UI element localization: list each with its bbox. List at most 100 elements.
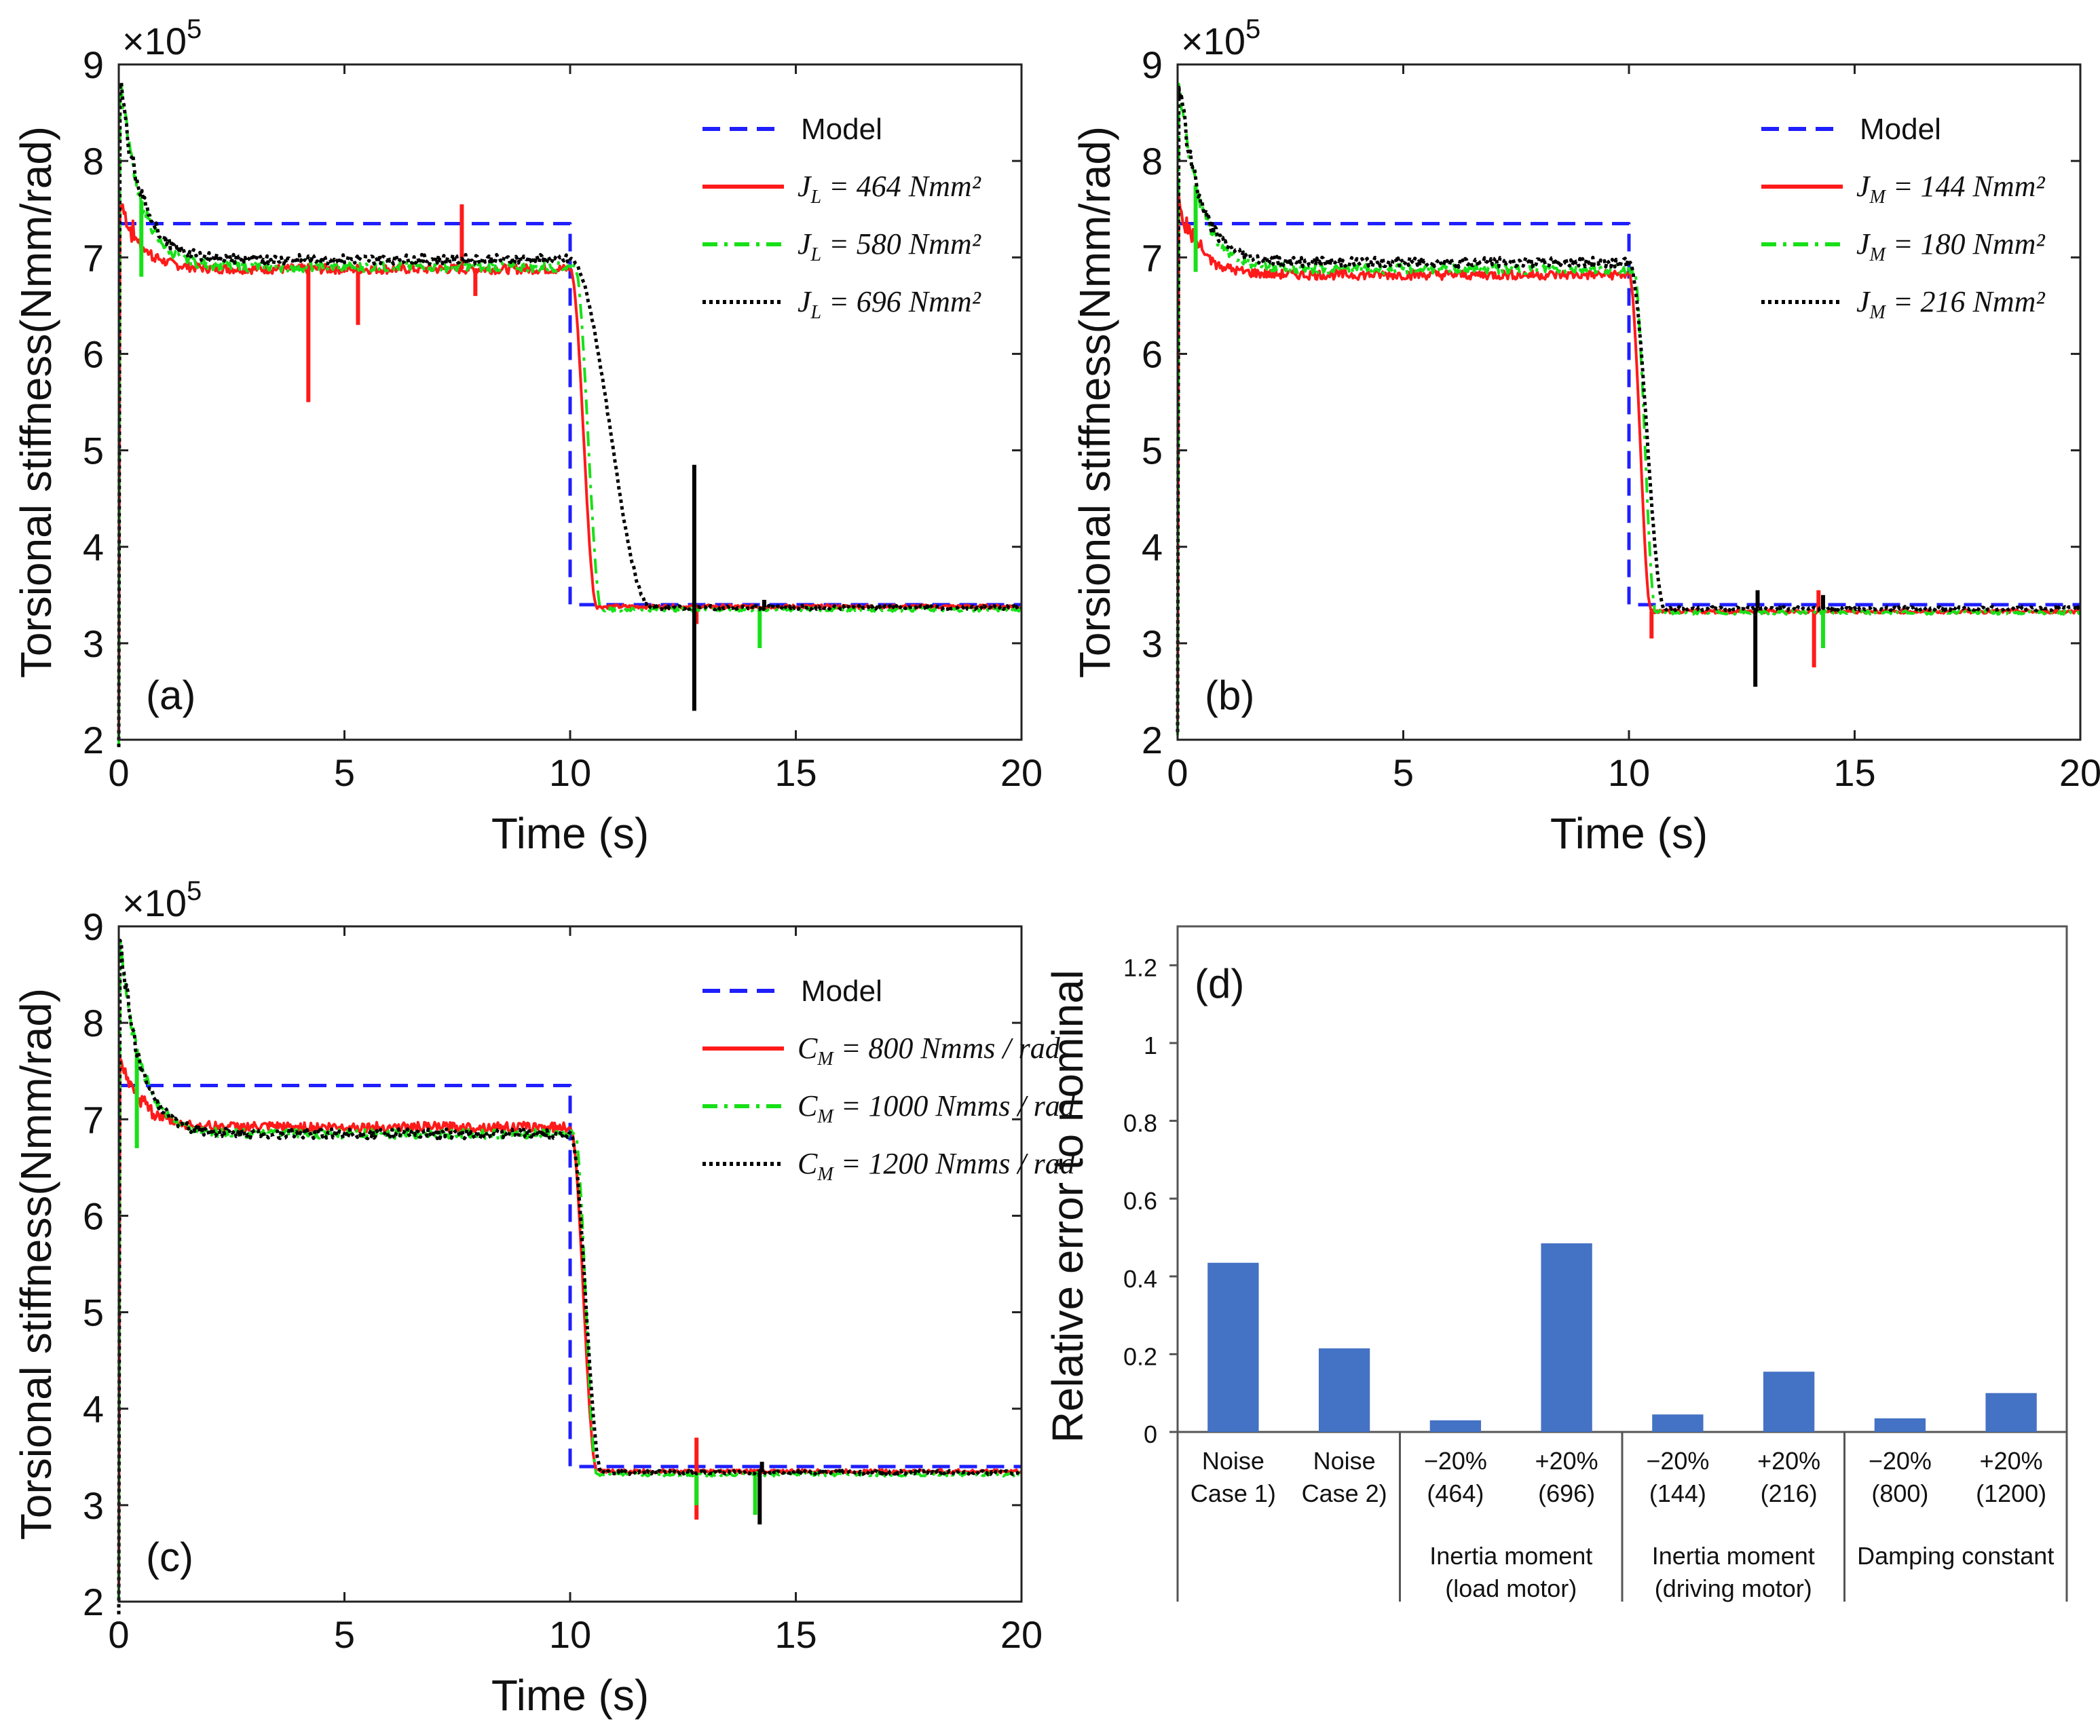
x-tick-label: 15 — [774, 751, 817, 794]
category-label: −20% — [1869, 1447, 1932, 1475]
y-tick-label: 5 — [1142, 430, 1163, 472]
legend-rest: = 580 Nmm² — [821, 227, 981, 261]
y-tick-label: 1 — [1144, 1032, 1157, 1059]
series-line-2-1 — [117, 1057, 1023, 1600]
series-line-0-2 — [117, 79, 1023, 748]
y-axis-title: Relative error to nominal — [1043, 970, 1092, 1443]
category-label: +20% — [1757, 1447, 1820, 1475]
legend-label: JL = 580 Nmm² — [798, 227, 981, 265]
y-tick-label: 4 — [1142, 526, 1163, 569]
y-tick-label: 7 — [83, 236, 104, 279]
x-tick-label: 10 — [549, 1613, 591, 1656]
y-tick-label: 8 — [83, 140, 104, 183]
legend-var: C — [798, 1089, 818, 1122]
legend-var: J — [798, 227, 812, 261]
legend-label: JL = 696 Nmm² — [798, 285, 981, 323]
y-tick-label: 7 — [83, 1098, 104, 1141]
category-label: −20% — [1424, 1447, 1487, 1475]
bar-4 — [1652, 1414, 1704, 1432]
x-tick-label: 15 — [774, 1613, 817, 1656]
y-tick-label: 0.6 — [1123, 1187, 1157, 1215]
y-tick-label: 9 — [83, 905, 104, 948]
x-axis-title: Time (s) — [491, 809, 649, 858]
y-tick-label: 2 — [83, 1581, 104, 1623]
legend-label: JL = 464 Nmm² — [798, 170, 981, 208]
series-line-1-0 — [1178, 222, 2080, 607]
category-label: Case 1) — [1190, 1479, 1276, 1507]
plot-frame — [1176, 925, 2068, 1433]
y-tick-label: 4 — [83, 526, 104, 569]
legend-var: C — [798, 1032, 818, 1065]
legend-label: CM = 800 Nmms / rad — [798, 1032, 1061, 1070]
category-label: Noise — [1313, 1447, 1376, 1475]
x-tick-label: 15 — [1833, 751, 1875, 794]
y-tick-label: 0.2 — [1123, 1342, 1157, 1370]
category-label: (216) — [1761, 1479, 1818, 1507]
group-label: (driving motor) — [1655, 1574, 1812, 1602]
category-label: −20% — [1646, 1447, 1709, 1475]
legend-rest: = 464 Nmm² — [821, 170, 981, 203]
panel-label: (c) — [146, 1534, 193, 1580]
x-tick-label: 10 — [549, 751, 591, 794]
category-label: (696) — [1538, 1479, 1595, 1507]
y-tick-label: 3 — [83, 622, 104, 665]
legend-var: J — [798, 285, 812, 318]
legend-label: JM = 144 Nmm² — [1856, 170, 2045, 208]
legend-rest: = 180 Nmm² — [1886, 227, 2046, 261]
y-tick-label: 0.8 — [1123, 1110, 1157, 1137]
series-line-1-2 — [1176, 83, 2082, 736]
y-tick-label: 6 — [1142, 333, 1163, 375]
bar-0 — [1207, 1262, 1259, 1432]
legend-label: Model — [801, 975, 882, 1008]
y-tick-label: 3 — [83, 1484, 104, 1527]
group-label: Inertia moment — [1429, 1542, 1592, 1570]
x-axis-title: Time (s) — [1550, 809, 1708, 858]
x-tick-label: 5 — [334, 751, 355, 794]
category-label: (800) — [1871, 1479, 1928, 1507]
panel-label: (d) — [1195, 961, 1244, 1006]
bar-2 — [1429, 1420, 1482, 1432]
category-label: (464) — [1427, 1479, 1484, 1507]
y-axis-title: Torsional stiffness(Nmm/rad) — [1070, 126, 1119, 678]
legend-sub: L — [810, 187, 822, 208]
legend-label: JM = 180 Nmm² — [1856, 227, 2045, 265]
exponent-base: ×10 — [1181, 20, 1245, 62]
y-tick-label: 9 — [1142, 43, 1163, 86]
legend-sub: M — [817, 1106, 834, 1127]
category-label: (1200) — [1976, 1479, 2046, 1507]
series-line-2-3 — [117, 939, 1022, 1615]
y-tick-label: 9 — [83, 43, 104, 86]
category-label: (144) — [1649, 1479, 1706, 1507]
x-tick-label: 5 — [1393, 751, 1414, 794]
legend-sub: M — [817, 1164, 834, 1185]
chart-panel-3: 0 0.2 0.4 0.6 0.8 1 1.2 Noise Case 1) Noise Case 2… — [1043, 925, 2068, 1602]
y-tick-label: 5 — [83, 1291, 104, 1334]
legend-sub: L — [810, 302, 822, 323]
y-tick-label: 8 — [83, 1002, 104, 1044]
legend-rest: = 144 Nmm² — [1886, 170, 2046, 203]
y-tick-label: 4 — [83, 1388, 104, 1431]
legend-label: Model — [801, 113, 882, 146]
y-tick-label: 0.4 — [1123, 1265, 1157, 1293]
category-label: +20% — [1535, 1447, 1598, 1475]
y-tick-label: 8 — [1142, 140, 1163, 183]
legend-label: CM = 1000 Nmms / rad — [798, 1089, 1076, 1127]
axis-exponent-label: ×105 — [122, 876, 202, 924]
x-tick-label: 5 — [334, 1613, 355, 1656]
panel-label: (b) — [1205, 673, 1254, 718]
group-label: (load motor) — [1445, 1574, 1577, 1602]
legend-sub: M — [817, 1049, 834, 1070]
x-tick-label: 20 — [1000, 1613, 1043, 1656]
y-tick-label: 6 — [83, 333, 104, 375]
series-line-0-0 — [119, 222, 1021, 607]
exponent-power: 5 — [187, 14, 202, 44]
y-tick-label: 5 — [83, 430, 104, 472]
legend-sub: M — [1869, 302, 1887, 323]
series-line-0-3 — [117, 81, 1022, 747]
legend-var: J — [1856, 170, 1871, 203]
legend-var: J — [1856, 227, 1871, 261]
